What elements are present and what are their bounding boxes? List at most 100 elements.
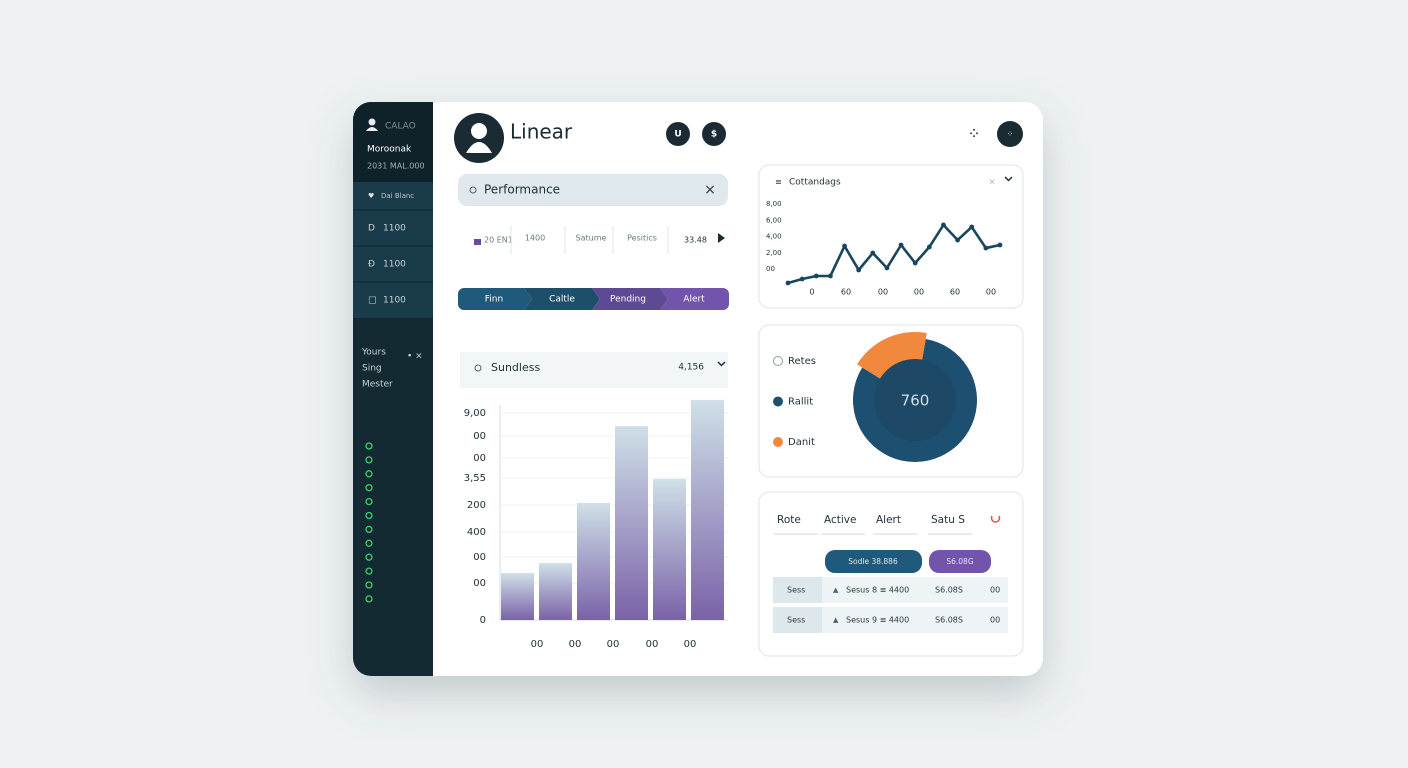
refresh-icon[interactable] bbox=[990, 515, 1001, 523]
y-tick-label: 200 bbox=[467, 500, 486, 511]
donut-segment[interactable] bbox=[857, 331, 927, 380]
stat: 20 EN1 bbox=[484, 236, 513, 245]
x-tick-label: 00 bbox=[646, 639, 659, 650]
bar[interactable] bbox=[577, 502, 610, 620]
status-icon bbox=[365, 539, 373, 547]
y-tick-label: 00 bbox=[766, 265, 775, 273]
line-point bbox=[941, 222, 946, 228]
y-tick-label: 3,55 bbox=[464, 473, 486, 484]
line-point bbox=[813, 273, 819, 279]
clear-button[interactable]: × bbox=[704, 182, 716, 198]
y-tick-label: 2,00 bbox=[766, 249, 782, 257]
svg-text:♥: ♥ bbox=[368, 192, 374, 200]
pill[interactable] bbox=[825, 550, 922, 573]
table-cell: Sesus 9 ≡ 4400 bbox=[846, 616, 909, 625]
line-point bbox=[828, 273, 833, 279]
search-icon bbox=[469, 186, 477, 194]
icon-button-label: U bbox=[674, 130, 681, 140]
legend-swatch bbox=[773, 356, 783, 366]
pipeline-step[interactable] bbox=[458, 288, 532, 310]
y-tick-label: 6,00 bbox=[766, 216, 782, 224]
pipeline-label: Pending bbox=[610, 295, 646, 305]
nav-item[interactable]: 1100 bbox=[383, 260, 406, 270]
y-tick-label: 8,00 bbox=[766, 200, 782, 208]
app-title: Linear bbox=[510, 120, 573, 144]
user-icon bbox=[366, 127, 378, 131]
bar-chart-title: Sundless bbox=[491, 361, 540, 374]
dropdown[interactable] bbox=[1004, 176, 1013, 182]
pipeline-step[interactable] bbox=[660, 288, 729, 310]
dropdown[interactable] bbox=[717, 361, 726, 367]
search-text: Performance bbox=[484, 183, 560, 197]
nav-item[interactable]: 1100 bbox=[383, 296, 406, 306]
status-icon bbox=[365, 442, 373, 450]
column-header: Active bbox=[824, 514, 856, 526]
column-header: Satu S bbox=[931, 514, 965, 526]
donut-segment[interactable] bbox=[852, 338, 977, 462]
legend-swatch bbox=[773, 396, 783, 407]
menu-icon: ⁘ bbox=[1007, 130, 1014, 139]
nav-item[interactable]: Dai Blanc bbox=[381, 192, 414, 200]
nav-item[interactable]: 1100 bbox=[383, 224, 406, 234]
status-icon bbox=[365, 511, 373, 520]
next-arrow[interactable] bbox=[718, 233, 725, 243]
bar-card-header bbox=[460, 352, 728, 388]
avatar-icon bbox=[466, 142, 492, 153]
status-icon bbox=[365, 497, 373, 506]
row-head bbox=[773, 577, 822, 603]
icon-button[interactable] bbox=[702, 122, 726, 146]
status-icon bbox=[365, 525, 373, 534]
legend-label: Danit bbox=[788, 437, 815, 448]
x-tick-label: 60 bbox=[841, 288, 851, 297]
row-head bbox=[773, 607, 822, 633]
legend-swatch bbox=[773, 437, 783, 447]
pill[interactable] bbox=[929, 550, 991, 573]
bar[interactable] bbox=[615, 426, 648, 620]
status-icon bbox=[365, 484, 373, 492]
row-icon: ▲ bbox=[833, 586, 839, 594]
menu-button[interactable] bbox=[997, 121, 1023, 147]
stat-icon bbox=[474, 239, 481, 245]
x-tick-label: 00 bbox=[607, 639, 620, 650]
pill-label: S6.08G bbox=[946, 557, 973, 566]
bar[interactable] bbox=[691, 399, 724, 620]
y-tick-label: 00 bbox=[473, 453, 486, 464]
search-bar[interactable] bbox=[458, 174, 728, 206]
svg-text:• ×: • × bbox=[407, 352, 423, 362]
table-cell: 00 bbox=[990, 616, 1000, 625]
table-cell: Sesus 8 ≡ 4400 bbox=[846, 586, 909, 595]
y-tick-label: 0 bbox=[480, 615, 486, 626]
sidebar-nav bbox=[353, 182, 433, 318]
line-point bbox=[870, 250, 876, 256]
x-tick-label: 00 bbox=[986, 288, 996, 297]
svg-text:D: D bbox=[368, 224, 375, 234]
y-tick-label: 00 bbox=[473, 552, 486, 563]
x-tick-label: 00 bbox=[878, 288, 888, 297]
menu-dots[interactable]: ⁘ bbox=[969, 127, 978, 140]
y-tick-label: 4,00 bbox=[766, 233, 782, 241]
status-icon bbox=[365, 581, 373, 589]
x-tick-label: 00 bbox=[684, 639, 697, 650]
status-icons bbox=[365, 442, 373, 603]
line-point bbox=[955, 237, 960, 243]
pipeline-step[interactable] bbox=[524, 288, 600, 310]
sidebar-footer: Sing bbox=[362, 364, 382, 374]
user-name: Moroonak bbox=[367, 145, 412, 155]
bar[interactable] bbox=[653, 479, 686, 620]
line-point bbox=[983, 245, 989, 251]
row-icon: ▲ bbox=[833, 616, 839, 624]
pipeline-label: Alert bbox=[683, 295, 705, 305]
y-tick-label: 00 bbox=[473, 578, 486, 589]
bar[interactable] bbox=[501, 573, 534, 620]
bar[interactable] bbox=[539, 562, 572, 620]
y-tick-label: 400 bbox=[467, 527, 486, 538]
line-point bbox=[898, 242, 904, 248]
column-header: Rote bbox=[777, 514, 801, 526]
stat: 1400 bbox=[525, 234, 545, 243]
pipeline-step[interactable] bbox=[592, 288, 668, 310]
status-icon bbox=[365, 470, 373, 478]
icon-button[interactable] bbox=[666, 122, 690, 146]
line-point bbox=[997, 242, 1003, 248]
status-icon bbox=[365, 456, 373, 464]
